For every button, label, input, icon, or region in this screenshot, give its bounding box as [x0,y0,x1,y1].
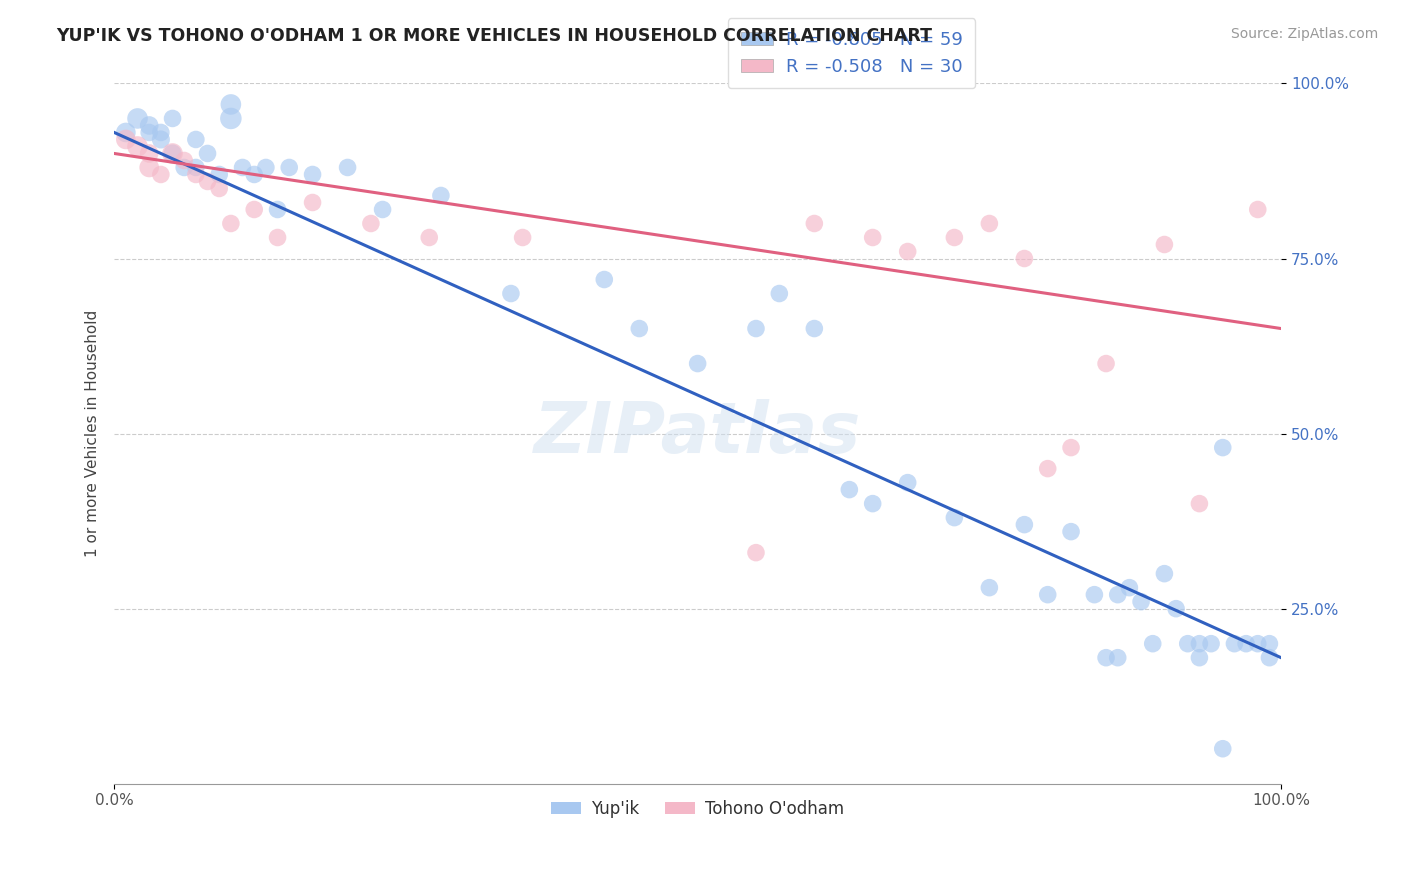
Point [418,230,440,244]
Point [1107,650,1129,665]
Point [628,321,651,335]
Point [162,146,184,161]
Point [371,202,394,217]
Point [838,483,860,497]
Point [138,161,160,175]
Point [1247,202,1270,217]
Point [360,217,382,231]
Legend: Yup'ik, Tohono O'odham: Yup'ik, Tohono O'odham [544,793,851,824]
Point [208,181,231,195]
Point [301,195,323,210]
Point [173,161,195,175]
Point [1036,461,1059,475]
Point [208,168,231,182]
Point [1153,237,1175,252]
Point [979,217,1001,231]
Point [197,174,219,188]
Point [1177,637,1199,651]
Point [1060,524,1083,539]
Point [1199,637,1222,651]
Point [1258,650,1281,665]
Point [1107,588,1129,602]
Point [1212,741,1234,756]
Text: YUP'IK VS TOHONO O'ODHAM 1 OR MORE VEHICLES IN HOUSEHOLD CORRELATION CHART: YUP'IK VS TOHONO O'ODHAM 1 OR MORE VEHIC… [56,27,932,45]
Point [184,161,207,175]
Point [219,112,242,126]
Point [943,230,966,244]
Point [1095,650,1118,665]
Point [1060,441,1083,455]
Point [1188,650,1211,665]
Point [897,475,920,490]
Point [1014,252,1036,266]
Point [803,321,825,335]
Point [149,168,172,182]
Point [1142,637,1164,651]
Point [243,168,266,182]
Point [1083,588,1105,602]
Point [336,161,359,175]
Point [593,272,616,286]
Point [115,125,138,139]
Point [686,357,709,371]
Point [1164,601,1187,615]
Point [1118,581,1140,595]
Point [745,546,768,560]
Point [499,286,522,301]
Point [1188,637,1211,651]
Point [149,132,172,146]
Point [138,125,160,139]
Point [184,168,207,182]
Point [127,112,149,126]
Point [768,286,790,301]
Point [127,139,149,153]
Point [162,112,184,126]
Point [278,161,301,175]
Point [266,202,288,217]
Point [1247,637,1270,651]
Point [862,230,884,244]
Point [943,510,966,524]
Point [430,188,453,202]
Point [512,230,534,244]
Point [862,497,884,511]
Point [219,217,242,231]
Point [1188,497,1211,511]
Point [149,125,172,139]
Point [219,97,242,112]
Point [979,581,1001,595]
Point [803,217,825,231]
Y-axis label: 1 or more Vehicles in Household: 1 or more Vehicles in Household [86,310,100,558]
Text: ZIPatlas: ZIPatlas [534,399,862,468]
Text: Source: ZipAtlas.com: Source: ZipAtlas.com [1230,27,1378,41]
Point [1130,595,1153,609]
Point [173,153,195,168]
Point [115,132,138,146]
Point [1014,517,1036,532]
Point [1223,637,1246,651]
Point [254,161,277,175]
Point [1258,637,1281,651]
Point [897,244,920,259]
Point [138,119,160,133]
Point [1153,566,1175,581]
Point [184,132,207,146]
Point [1095,357,1118,371]
Point [301,168,323,182]
Point [1212,441,1234,455]
Point [745,321,768,335]
Point [138,146,160,161]
Point [232,161,254,175]
Point [162,146,184,161]
Point [243,202,266,217]
Point [197,146,219,161]
Point [266,230,288,244]
Point [1036,588,1059,602]
Point [1234,637,1257,651]
